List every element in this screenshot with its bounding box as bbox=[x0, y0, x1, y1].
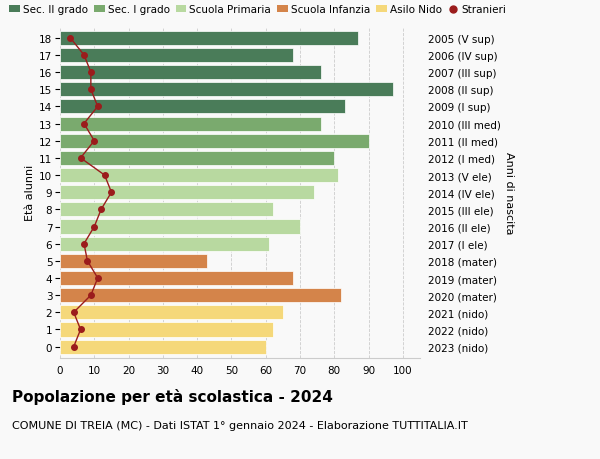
Bar bbox=[60, 237, 269, 251]
Bar bbox=[60, 117, 320, 131]
Bar bbox=[60, 323, 272, 337]
Legend: Sec. II grado, Sec. I grado, Scuola Primaria, Scuola Infanzia, Asilo Nido, Stran: Sec. II grado, Sec. I grado, Scuola Prim… bbox=[10, 5, 506, 15]
Bar bbox=[60, 168, 338, 183]
Bar bbox=[60, 49, 293, 63]
Text: Popolazione per età scolastica - 2024: Popolazione per età scolastica - 2024 bbox=[12, 388, 333, 404]
Bar bbox=[60, 220, 300, 234]
Bar bbox=[60, 271, 293, 285]
Bar bbox=[60, 289, 341, 302]
Bar bbox=[60, 100, 344, 114]
Bar bbox=[60, 254, 208, 269]
Y-axis label: Anni di nascita: Anni di nascita bbox=[505, 151, 514, 234]
Bar bbox=[60, 134, 368, 148]
Bar bbox=[60, 186, 314, 200]
Bar bbox=[60, 66, 320, 80]
Y-axis label: Età alunni: Età alunni bbox=[25, 165, 35, 221]
Bar bbox=[60, 306, 283, 319]
Bar bbox=[60, 203, 272, 217]
Bar bbox=[60, 151, 334, 166]
Bar bbox=[60, 340, 266, 354]
Text: COMUNE DI TREIA (MC) - Dati ISTAT 1° gennaio 2024 - Elaborazione TUTTITALIA.IT: COMUNE DI TREIA (MC) - Dati ISTAT 1° gen… bbox=[12, 420, 468, 430]
Bar bbox=[60, 32, 358, 46]
Bar bbox=[60, 83, 392, 97]
